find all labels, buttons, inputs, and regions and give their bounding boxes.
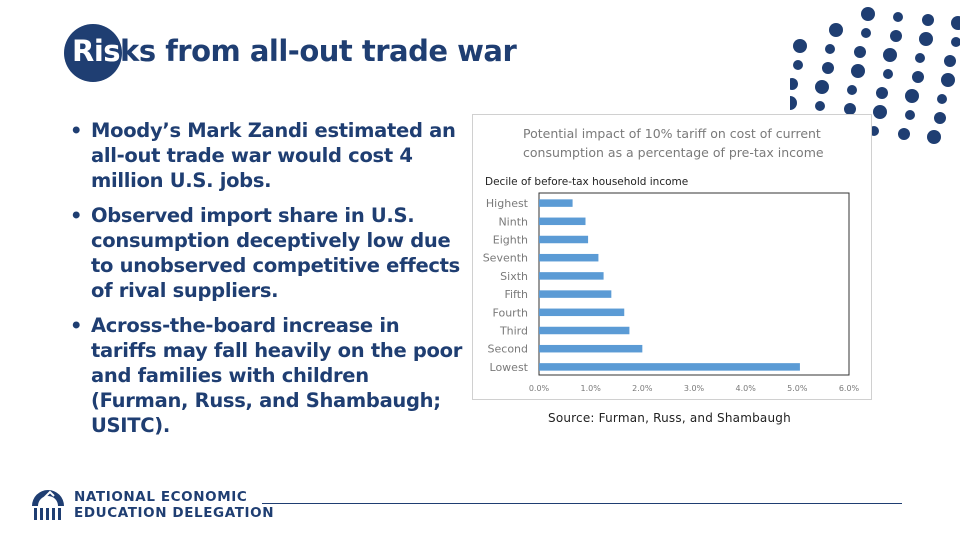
x-tick-label: 4.0% xyxy=(736,384,757,393)
bullet-item: • Observed import share in U.S. consumpti… xyxy=(70,203,470,303)
title-rest: ks from all-out trade war xyxy=(120,34,517,68)
decor-dot xyxy=(893,12,903,22)
category-label: Highest xyxy=(486,197,529,210)
category-label: Seventh xyxy=(483,252,528,265)
x-tick-label: 2.0% xyxy=(632,384,653,393)
chart-y-axis-label: Decile of before-tax household income xyxy=(485,176,688,188)
decor-dot xyxy=(890,30,902,42)
decor-dot xyxy=(815,80,829,94)
decorative-dots xyxy=(790,7,960,144)
decor-dot xyxy=(815,101,825,111)
decor-dot xyxy=(829,23,843,37)
category-label: Lowest xyxy=(490,361,529,374)
decor-dot xyxy=(944,55,956,67)
footer-divider xyxy=(262,503,902,504)
category-label: Ninth xyxy=(498,215,528,228)
bullet-glyph: • xyxy=(70,119,83,142)
logo-line2: EDUCATION DELEGATION xyxy=(74,505,275,521)
decor-dot xyxy=(822,62,834,74)
logo-text: NATIONAL ECONOMIC EDUCATION DELEGATION xyxy=(74,489,274,521)
decor-dot xyxy=(825,44,835,54)
source-note: Source: Furman, Russ, and Shambaugh xyxy=(548,411,791,425)
bullet-text: Moody’s Mark Zandi estimated an all-out … xyxy=(91,119,456,192)
decor-dot xyxy=(951,16,960,30)
bar xyxy=(539,253,599,262)
decor-dot xyxy=(847,85,857,95)
logo-line1: NATIONAL ECONOMIC xyxy=(74,489,248,505)
category-label: Sixth xyxy=(500,270,528,283)
decor-dot xyxy=(898,128,910,140)
bullet-text: Observed import share in U.S. consumptio… xyxy=(91,204,460,302)
logo-mark-icon xyxy=(32,490,64,520)
chart-title-line1: Potential impact of 10% tariff on cost o… xyxy=(523,126,821,141)
decor-dot xyxy=(937,94,947,104)
bullet-list: • Moody’s Mark Zandi estimated an all-out… xyxy=(70,118,470,448)
decor-dot xyxy=(927,130,941,144)
decor-dot xyxy=(905,89,919,103)
x-tick-label: 0.0% xyxy=(529,384,550,393)
bullet-item: • Moody’s Mark Zandi estimated an all-out… xyxy=(70,118,470,193)
decor-dot xyxy=(854,46,866,58)
x-tick-label: 1.0% xyxy=(581,384,602,393)
slide-title: Risks from all-out trade war xyxy=(72,34,517,68)
chart-title-line2: consumption as a percentage of pre-tax i… xyxy=(523,145,824,160)
bullet-text: Across-the-board increase in tariffs may… xyxy=(91,314,463,437)
category-label: Eighth xyxy=(493,234,528,247)
bar xyxy=(539,326,630,335)
decor-dot xyxy=(873,105,887,119)
decor-dot xyxy=(883,69,893,79)
bullet-glyph: • xyxy=(70,204,83,227)
decor-dot xyxy=(844,103,856,115)
title-accent-circle xyxy=(64,24,122,82)
x-tick-label: 3.0% xyxy=(684,384,705,393)
decor-dot xyxy=(793,39,807,53)
bar xyxy=(539,363,800,371)
decor-dot xyxy=(861,28,871,38)
plot-area-frame xyxy=(538,192,850,376)
decor-dot xyxy=(941,73,955,87)
bar-chart: Potential impact of 10% tariff on cost o… xyxy=(483,126,860,393)
bar xyxy=(539,290,612,298)
title-highlight: Ris xyxy=(72,34,121,68)
decor-dot xyxy=(915,53,925,63)
decor-dot xyxy=(790,96,797,110)
decor-dot xyxy=(934,112,946,124)
category-label: Fifth xyxy=(504,288,528,301)
category-label: Fourth xyxy=(493,306,528,319)
decor-dot xyxy=(912,71,924,83)
bar xyxy=(539,308,625,317)
decor-dot xyxy=(883,48,897,62)
category-label: Second xyxy=(488,343,528,356)
bar xyxy=(539,235,589,244)
decor-dot xyxy=(922,14,934,26)
bar xyxy=(539,344,643,353)
bar xyxy=(539,199,573,207)
bar xyxy=(539,272,604,280)
decor-dot xyxy=(876,87,888,99)
x-tick-label: 5.0% xyxy=(787,384,808,393)
decor-dot xyxy=(905,110,915,120)
x-tick-label: 6.0% xyxy=(839,384,860,393)
decor-dot xyxy=(919,32,933,46)
chart-container: Potential impact of 10% tariff on cost o… xyxy=(472,114,872,400)
decor-dot xyxy=(851,64,865,78)
category-label: Third xyxy=(499,325,528,338)
decor-dot xyxy=(861,7,875,21)
decor-dot xyxy=(951,37,960,47)
bullet-glyph: • xyxy=(70,314,83,337)
bar xyxy=(539,217,586,226)
decor-dot xyxy=(790,78,798,90)
decor-dot xyxy=(793,60,803,70)
bullet-item: • Across-the-board increase in tariffs ma… xyxy=(70,313,470,438)
